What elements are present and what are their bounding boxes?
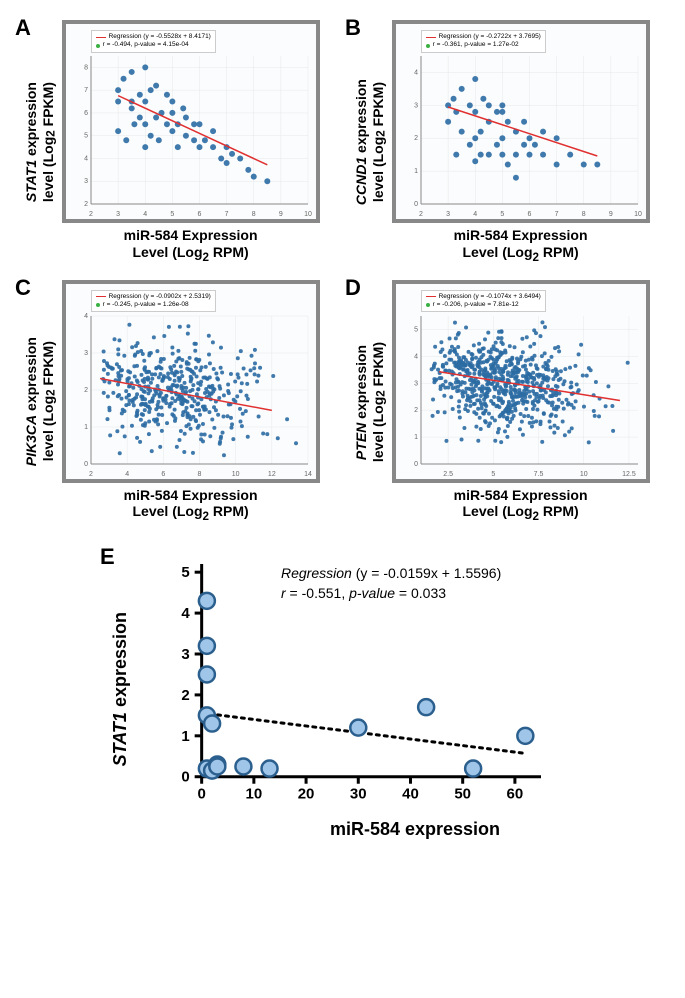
legend: Regression (y = -0.2722x + 3.7695)r = -0… (421, 30, 546, 53)
ylabel: CCND1 expressionlevel (Log2 FPKM) (350, 79, 392, 205)
svg-text:3: 3 (84, 178, 88, 185)
plot-e: 0 10 20 30 40 50 60 0 1 2 3 4 5 Regression (y = -0.0… (131, 554, 551, 824)
svg-text:2: 2 (84, 201, 88, 208)
svg-text:6: 6 (527, 211, 531, 218)
svg-text:60: 60 (507, 786, 524, 803)
scatter-plot: 2 3 4 5 6 7 8 9 10 0 1 2 3 4 Regression (y = -0.2722x … (392, 20, 650, 223)
svg-text:2: 2 (89, 471, 93, 478)
svg-text:6: 6 (197, 211, 201, 218)
legend: Regression (y = -0.1074x + 3.6494)r = -0… (421, 290, 546, 313)
panel-e: E STAT1 expression 0102030405060012345 R… (20, 554, 665, 840)
svg-text:3: 3 (446, 211, 450, 218)
legend: Regression (y = -0.0902x + 2.5319)r = -0… (91, 290, 216, 313)
panel-label: B (345, 15, 361, 41)
svg-text:2: 2 (414, 407, 418, 414)
svg-text:12: 12 (268, 471, 276, 478)
panel-d: DPTEN expressionlevel (Log2 FPKM)2.557.5… (350, 280, 665, 525)
svg-text:7.5: 7.5 (533, 471, 543, 478)
svg-text:14: 14 (304, 471, 312, 478)
svg-text:10: 10 (634, 211, 642, 218)
svg-text:2: 2 (181, 687, 189, 704)
svg-text:8: 8 (251, 211, 255, 218)
svg-text:5: 5 (491, 471, 495, 478)
ylabel-e: STAT1 expression (110, 612, 131, 766)
svg-text:2: 2 (414, 135, 418, 142)
svg-text:0: 0 (181, 769, 189, 786)
svg-text:4: 4 (84, 155, 88, 162)
scatter-plot: 246810121401234Regression (y = -0.0902x … (62, 280, 320, 483)
stats-e: Regression (y = -0.0159x + 1.5596) r = -… (281, 564, 501, 603)
scatter-plot: 2 3 4 5 6 7 8 9 10 2 3 4 5 6 7 8 Regression (y = -0.5528… (62, 20, 320, 223)
svg-text:0: 0 (414, 461, 418, 468)
svg-text:3: 3 (414, 380, 418, 387)
svg-text:8: 8 (581, 211, 585, 218)
svg-text:10: 10 (231, 471, 239, 478)
svg-text:1: 1 (84, 424, 88, 431)
svg-text:7: 7 (224, 211, 228, 218)
svg-text:0: 0 (414, 201, 418, 208)
svg-text:4: 4 (414, 69, 418, 76)
svg-text:3: 3 (84, 350, 88, 357)
svg-text:10: 10 (304, 211, 312, 218)
svg-text:1: 1 (181, 728, 189, 745)
svg-text:5: 5 (414, 326, 418, 333)
svg-text:20: 20 (298, 786, 315, 803)
scatter-plot: 2.5 5 7.5 10 12.5 0 1 2 3 4 5 Regression (y = -0.10… (392, 280, 650, 483)
svg-text:30: 30 (350, 786, 367, 803)
svg-text:3: 3 (414, 102, 418, 109)
svg-text:8: 8 (197, 471, 201, 478)
svg-text:4: 4 (181, 605, 190, 622)
panel-label: A (15, 15, 31, 41)
ylabel: PTEN expressionlevel (Log2 FPKM) (350, 342, 392, 462)
xlabel: miR-584 ExpressionLevel (Log2 RPM) (62, 227, 320, 265)
svg-text:5: 5 (500, 211, 504, 218)
svg-text:4: 4 (473, 211, 477, 218)
svg-text:6: 6 (161, 471, 165, 478)
panel-label-e: E (100, 544, 115, 570)
top-grid: ASTAT1 expressionlevel (Log2 FPKM)234567… (20, 20, 665, 524)
svg-text:10: 10 (579, 471, 587, 478)
svg-text:2: 2 (419, 211, 423, 218)
svg-text:4: 4 (125, 471, 129, 478)
svg-text:4: 4 (84, 313, 88, 320)
svg-text:1: 1 (414, 434, 418, 441)
svg-text:10: 10 (246, 786, 263, 803)
svg-text:12.5: 12.5 (622, 471, 636, 478)
svg-text:2: 2 (89, 211, 93, 218)
svg-text:40: 40 (402, 786, 419, 803)
panel-c: CPIK3CA expressionlevel (Log2 FPKM)24681… (20, 280, 335, 525)
panel-label: D (345, 275, 361, 301)
panel-a: ASTAT1 expressionlevel (Log2 FPKM)234567… (20, 20, 335, 265)
svg-text:8: 8 (84, 64, 88, 71)
ylabel: STAT1 expressionlevel (Log2 FPKM) (20, 82, 62, 202)
svg-text:2.5: 2.5 (443, 471, 453, 478)
svg-text:7: 7 (84, 87, 88, 94)
panel-label: C (15, 275, 31, 301)
svg-text:4: 4 (143, 211, 147, 218)
svg-text:9: 9 (279, 211, 283, 218)
svg-text:3: 3 (116, 211, 120, 218)
svg-text:2: 2 (84, 387, 88, 394)
svg-text:50: 50 (454, 786, 471, 803)
svg-text:3: 3 (181, 646, 189, 663)
svg-text:5: 5 (170, 211, 174, 218)
svg-text:9: 9 (609, 211, 613, 218)
svg-text:6: 6 (84, 110, 88, 117)
panel-b: BCCND1 expressionlevel (Log2 FPKM)234567… (350, 20, 665, 265)
svg-text:4: 4 (414, 353, 418, 360)
svg-text:1: 1 (414, 168, 418, 175)
svg-text:5: 5 (181, 564, 189, 581)
svg-text:7: 7 (554, 211, 558, 218)
legend: Regression (y = -0.5528x + 8.4171)r = -0… (91, 30, 216, 53)
ylabel: PIK3CA expressionlevel (Log2 FPKM) (20, 337, 62, 466)
svg-text:0: 0 (84, 461, 88, 468)
svg-text:0: 0 (197, 786, 205, 803)
svg-text:5: 5 (84, 133, 88, 140)
xlabel: miR-584 ExpressionLevel (Log2 RPM) (392, 487, 650, 525)
xlabel: miR-584 ExpressionLevel (Log2 RPM) (62, 487, 320, 525)
xlabel: miR-584 ExpressionLevel (Log2 RPM) (392, 227, 650, 265)
